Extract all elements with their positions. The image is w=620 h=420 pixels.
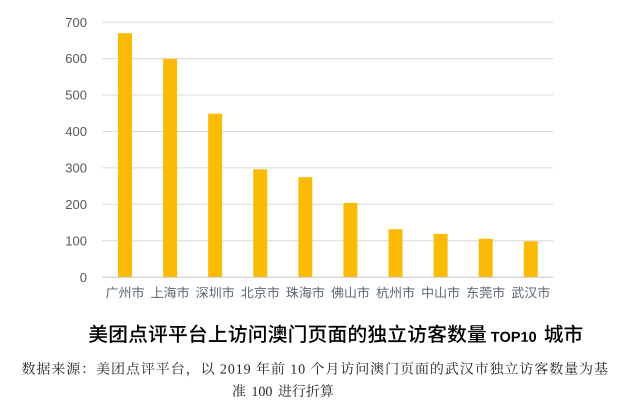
svg-text:500: 500 bbox=[65, 88, 87, 103]
svg-text:600: 600 bbox=[65, 51, 87, 66]
svg-text:200: 200 bbox=[65, 197, 87, 212]
svg-text:100: 100 bbox=[65, 233, 87, 248]
svg-text:400: 400 bbox=[65, 124, 87, 139]
svg-text:300: 300 bbox=[65, 161, 87, 176]
svg-text:0: 0 bbox=[80, 270, 87, 285]
svg-text:700: 700 bbox=[65, 15, 87, 30]
